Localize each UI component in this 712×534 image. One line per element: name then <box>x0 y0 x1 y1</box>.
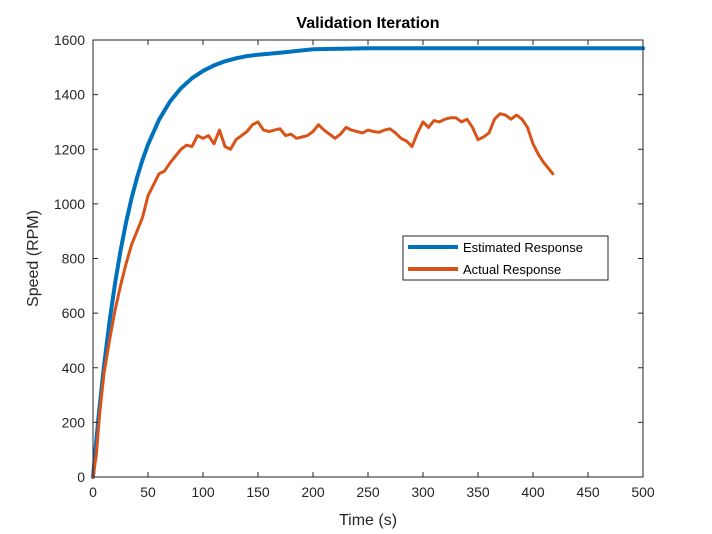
legend-entry-estimated: Estimated Response <box>463 240 583 255</box>
series-layer <box>91 46 645 479</box>
x-axis-ticks: 0 50 100 150 200 250 300 350 400 450 500 <box>89 40 655 500</box>
legend-entry-actual: Actual Response <box>463 262 561 277</box>
x-tick-label: 150 <box>246 484 270 500</box>
y-axis-ticks: 0 200 400 600 800 1000 1200 1400 1600 <box>54 32 643 485</box>
x-axis-label: Time (s) <box>339 512 397 529</box>
y-tick-label: 600 <box>62 305 86 321</box>
x-tick-label: 100 <box>191 484 215 500</box>
x-tick-label: 450 <box>576 484 600 500</box>
x-tick-label: 300 <box>411 484 435 500</box>
y-tick-label: 1200 <box>54 141 85 157</box>
x-tick-label: 400 <box>521 484 545 500</box>
series-line-estimated <box>91 46 645 479</box>
series-line-actual <box>91 112 555 479</box>
y-axis-label: Speed (RPM) <box>25 210 42 307</box>
y-tick-label: 1600 <box>54 32 85 48</box>
x-tick-label: 350 <box>466 484 490 500</box>
x-tick-label: 500 <box>631 484 655 500</box>
x-tick-label: 0 <box>89 484 97 500</box>
legend-box <box>402 235 609 281</box>
x-tick-label: 50 <box>140 484 156 500</box>
y-tick-label: 800 <box>62 251 86 267</box>
y-tick-label: 400 <box>62 360 86 376</box>
chart-title: Validation Iteration <box>296 15 439 32</box>
legend: Estimated Response Actual Response <box>402 235 609 281</box>
y-tick-label: 1400 <box>54 87 85 103</box>
y-tick-label: 200 <box>62 414 86 430</box>
x-tick-label: 250 <box>356 484 380 500</box>
y-tick-label: 1000 <box>54 196 85 212</box>
x-tick-label: 200 <box>301 484 325 500</box>
y-tick-label: 0 <box>77 469 85 485</box>
